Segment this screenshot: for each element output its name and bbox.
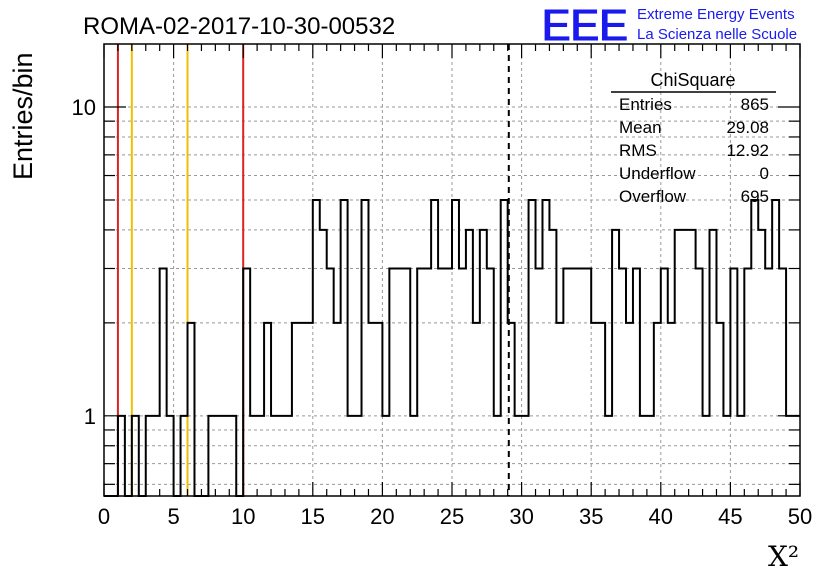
histogram-bin bbox=[591, 323, 598, 496]
histogram-bin bbox=[431, 200, 438, 496]
stats-label: Overflow bbox=[619, 187, 687, 206]
histogram-bin bbox=[334, 323, 341, 496]
histogram-bin bbox=[710, 230, 717, 496]
x-tick-label: 25 bbox=[440, 504, 464, 529]
histogram-bin bbox=[243, 268, 250, 496]
chart-title: ROMA-02-2017-10-30-00532 bbox=[83, 13, 395, 40]
histogram-bin bbox=[403, 268, 410, 496]
histogram-bin bbox=[633, 268, 640, 496]
stats-label: Mean bbox=[619, 118, 662, 137]
stats-value: 0 bbox=[760, 164, 769, 183]
histogram-bin bbox=[577, 268, 584, 496]
histogram-bin bbox=[584, 268, 591, 496]
y-tick-label: 1 bbox=[84, 404, 96, 429]
histogram-bin bbox=[396, 268, 403, 496]
stats-label: Underflow bbox=[619, 164, 696, 183]
histogram-bin bbox=[612, 230, 619, 496]
histogram-bin bbox=[341, 200, 348, 496]
histogram-bin bbox=[682, 230, 689, 496]
stats-label: Entries bbox=[619, 95, 672, 114]
stats-label: RMS bbox=[619, 141, 657, 160]
histogram-bin bbox=[424, 268, 431, 496]
histogram-bin bbox=[529, 200, 536, 496]
y-tick-label: 10 bbox=[72, 95, 96, 120]
histogram-bin bbox=[501, 200, 508, 496]
x-tick-label: 0 bbox=[98, 504, 110, 529]
histogram-bin bbox=[689, 230, 696, 496]
stats-value: 12.92 bbox=[726, 141, 769, 160]
histogram-bin bbox=[730, 268, 737, 496]
x-tick-label: 35 bbox=[579, 504, 603, 529]
histogram-bin bbox=[473, 323, 480, 496]
histogram-bin bbox=[654, 323, 661, 496]
stats-value: 29.08 bbox=[726, 118, 769, 137]
histogram-bin bbox=[619, 268, 626, 496]
histogram-bin bbox=[362, 200, 369, 496]
x-tick-labels: 0 5 10 15 20 25 30 35 40 45 50 bbox=[98, 504, 812, 529]
histogram-bin bbox=[459, 268, 466, 496]
x-tick-label: 40 bbox=[649, 504, 673, 529]
histogram-bin bbox=[313, 200, 320, 496]
stats-value: 695 bbox=[741, 187, 769, 206]
x-tick-label: 5 bbox=[167, 504, 179, 529]
axis-ticks bbox=[103, 44, 801, 496]
x-tick-label: 10 bbox=[231, 504, 255, 529]
histogram-bin bbox=[368, 323, 375, 496]
eee-logo: EEE Extreme Energy Events La Scienza nel… bbox=[541, 0, 798, 52]
histogram-bin bbox=[626, 323, 633, 496]
histogram-bin bbox=[779, 268, 786, 496]
histogram-bin bbox=[549, 230, 556, 496]
histogram-bin bbox=[487, 268, 494, 496]
histogram-bin bbox=[264, 323, 271, 496]
histogram-bin bbox=[556, 323, 563, 496]
stats-title: ChiSquare bbox=[650, 70, 735, 90]
y-tick-labels: 1 10 bbox=[72, 95, 96, 429]
stats-value: 865 bbox=[741, 95, 769, 114]
histogram-bin bbox=[375, 323, 382, 496]
histogram-bin bbox=[570, 268, 577, 496]
histogram-bin bbox=[445, 268, 452, 496]
histogram-bin bbox=[327, 268, 334, 496]
histogram-bin bbox=[765, 268, 772, 496]
histogram-bin bbox=[675, 230, 682, 496]
histogram-bin bbox=[751, 200, 758, 496]
histogram-bin bbox=[299, 323, 306, 496]
histogram-bin bbox=[542, 200, 549, 496]
histogram-bin bbox=[292, 323, 299, 496]
histogram-bin bbox=[772, 200, 779, 496]
histogram-bin bbox=[661, 268, 668, 496]
x-tick-label: 45 bbox=[718, 504, 742, 529]
histogram-bin bbox=[188, 323, 195, 496]
histogram-bin bbox=[452, 200, 459, 496]
x-tick-label: 50 bbox=[788, 504, 812, 529]
stats-box: ChiSquare Entries 865 Mean 29.08 RMS 12.92 Und… bbox=[611, 70, 776, 206]
histogram-bin bbox=[438, 268, 445, 496]
histogram-bin bbox=[536, 268, 543, 496]
histogram-bin bbox=[306, 323, 313, 496]
histogram-bin bbox=[389, 268, 396, 496]
histogram-bin bbox=[160, 268, 167, 496]
histogram-bin bbox=[758, 230, 765, 496]
histogram-series bbox=[104, 198, 800, 497]
x-tick-label: 15 bbox=[301, 504, 325, 529]
histogram-bin bbox=[598, 323, 605, 496]
histogram-bin bbox=[417, 268, 424, 496]
histogram-bin bbox=[320, 230, 327, 496]
x-tick-label: 30 bbox=[509, 504, 533, 529]
histogram-bin bbox=[668, 323, 675, 496]
x-axis-label: X² bbox=[768, 540, 799, 572]
logo-line-2: La Scienza nelle Scuole bbox=[637, 26, 797, 43]
histogram-bin bbox=[696, 268, 703, 496]
histogram-bin bbox=[716, 323, 723, 496]
logo-line-1: Extreme Energy Events bbox=[637, 6, 795, 23]
eee-logo-mark: EEE bbox=[541, 0, 627, 51]
y-axis-label: Entries/bin bbox=[8, 52, 38, 180]
histogram-bin bbox=[480, 230, 487, 496]
histogram-bin bbox=[563, 268, 570, 496]
x-tick-label: 20 bbox=[370, 504, 394, 529]
histogram-bin bbox=[466, 230, 473, 496]
histogram-bin bbox=[744, 268, 751, 496]
